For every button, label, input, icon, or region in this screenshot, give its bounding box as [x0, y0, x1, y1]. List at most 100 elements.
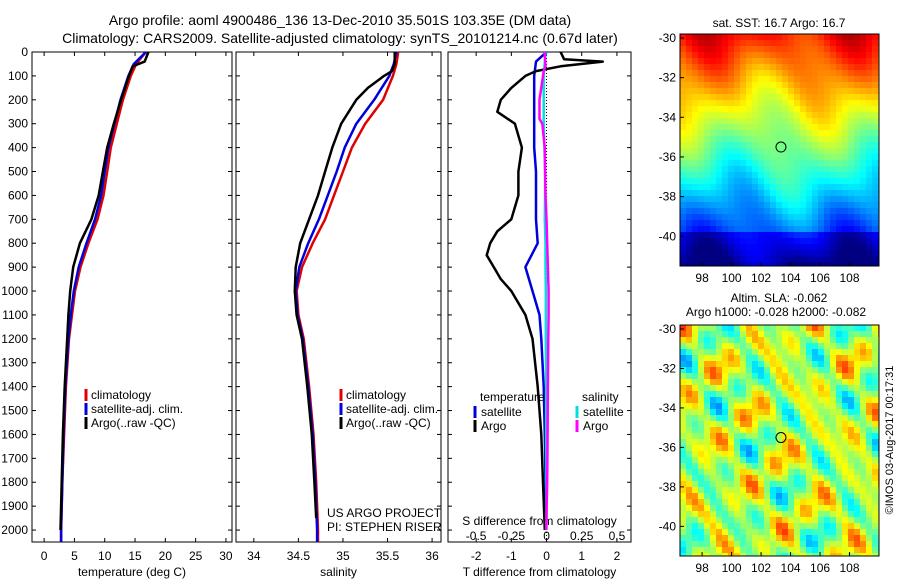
map-cell — [758, 547, 765, 554]
series-line-salinity-satellite — [542, 51, 548, 530]
map-cell — [734, 202, 741, 209]
map-cell — [806, 148, 813, 155]
map-cell — [698, 523, 705, 530]
map-cell — [794, 154, 801, 161]
map-cell — [794, 184, 801, 191]
map-cell — [734, 76, 741, 83]
map-cell — [764, 52, 771, 59]
map-cell — [692, 373, 699, 380]
map-cell — [728, 373, 735, 380]
map-cell — [758, 46, 765, 53]
map-cell — [776, 208, 783, 215]
map-cell — [872, 262, 879, 267]
map-cell — [854, 415, 861, 422]
map-cell — [794, 124, 801, 131]
map-cell — [704, 385, 711, 392]
y-tick-label: -40 — [659, 519, 677, 533]
map-cell — [824, 415, 831, 422]
map-cell — [734, 70, 741, 77]
map-cell — [734, 361, 741, 368]
map-cell — [854, 367, 861, 374]
map-cell — [854, 337, 861, 344]
map-cell — [704, 511, 711, 518]
map-cell — [770, 220, 777, 227]
map-cell — [848, 100, 855, 107]
map-cell — [806, 256, 813, 263]
map-cell — [692, 88, 699, 95]
map-cell — [764, 58, 771, 65]
map-cell — [764, 148, 771, 155]
map-cell — [716, 541, 723, 548]
map-cell — [836, 88, 843, 95]
map-cell — [824, 154, 831, 161]
map-cell — [710, 52, 717, 59]
map-cell — [830, 511, 837, 518]
map-cell — [752, 100, 759, 107]
map-cell — [704, 403, 711, 410]
map-cell — [818, 541, 825, 548]
map-cell — [692, 505, 699, 512]
map-cell — [782, 76, 789, 83]
map-cell — [812, 415, 819, 422]
map-cell — [716, 331, 723, 338]
map-cell — [848, 88, 855, 95]
map-cell — [866, 130, 873, 137]
map-cell — [686, 142, 693, 149]
map-cell — [776, 52, 783, 59]
map-cell — [782, 232, 789, 239]
map-cell — [848, 493, 855, 500]
map-cell — [860, 160, 867, 167]
map-cell — [746, 523, 753, 530]
map-cell — [776, 493, 783, 500]
map-cell — [800, 76, 807, 83]
map-cell — [728, 172, 735, 179]
map-cell — [734, 94, 741, 101]
map-cell — [842, 553, 849, 557]
map-cell — [782, 244, 789, 251]
map-cell — [836, 46, 843, 53]
map-cell — [854, 487, 861, 494]
map-cell — [728, 76, 735, 83]
map-cell — [782, 238, 789, 245]
map-cell — [776, 262, 783, 267]
map-cell — [836, 373, 843, 380]
map-cell — [728, 130, 735, 137]
map-cell — [746, 487, 753, 494]
map-cell — [716, 46, 723, 53]
x-tick-label: 98 — [695, 561, 709, 575]
map-cell — [854, 238, 861, 245]
map-cell — [782, 82, 789, 89]
map-cell — [698, 160, 705, 167]
map-cell — [680, 445, 687, 452]
map-cell — [764, 325, 771, 332]
map-cell — [692, 76, 699, 83]
map-cell — [788, 52, 795, 59]
map-cell — [794, 385, 801, 392]
map-cell — [824, 148, 831, 155]
map-cell — [818, 124, 825, 131]
map-cell — [854, 457, 861, 464]
map-cell — [794, 343, 801, 350]
map-cell — [806, 343, 813, 350]
map-cell — [836, 166, 843, 173]
map-cell — [710, 493, 717, 500]
map-cell — [800, 94, 807, 101]
map-cell — [842, 451, 849, 458]
map-cell — [794, 142, 801, 149]
map-cell — [704, 94, 711, 101]
map-cell — [782, 52, 789, 59]
map-cell — [692, 409, 699, 416]
map-cell — [788, 355, 795, 362]
map-cell — [704, 439, 711, 446]
map-cell — [770, 505, 777, 512]
map-cell — [806, 118, 813, 125]
map-cell — [698, 100, 705, 107]
map-cell — [830, 553, 837, 557]
map-cell — [806, 433, 813, 440]
map-cell — [800, 34, 807, 41]
map-cell — [764, 64, 771, 71]
map-cell — [704, 517, 711, 524]
legend-label: Argo — [583, 419, 609, 433]
map-cell — [710, 553, 717, 557]
map-cell — [824, 343, 831, 350]
